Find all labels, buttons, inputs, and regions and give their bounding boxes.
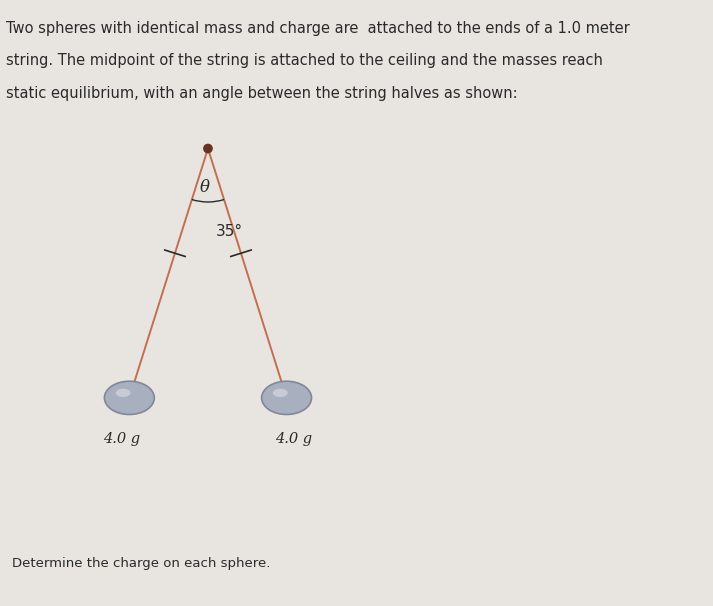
Text: Two spheres with identical mass and charge are  attached to the ends of a 1.0 me: Two spheres with identical mass and char… (6, 21, 630, 36)
Text: 35°: 35° (216, 224, 243, 239)
Text: 4.0 g: 4.0 g (103, 432, 140, 446)
Text: Determine the charge on each sphere.: Determine the charge on each sphere. (12, 558, 270, 570)
Text: static equilibrium, with an angle between the string halves as shown:: static equilibrium, with an angle betwee… (6, 86, 518, 101)
Ellipse shape (104, 381, 154, 415)
Text: 4.0 g: 4.0 g (275, 432, 312, 446)
Text: θ: θ (200, 179, 210, 196)
Ellipse shape (273, 388, 288, 397)
Circle shape (204, 144, 212, 153)
Text: string. The midpoint of the string is attached to the ceiling and the masses rea: string. The midpoint of the string is at… (6, 53, 602, 68)
Ellipse shape (116, 388, 130, 397)
Ellipse shape (262, 381, 312, 415)
